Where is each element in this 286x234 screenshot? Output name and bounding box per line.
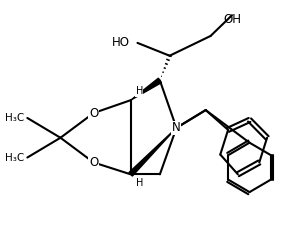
Text: HO: HO [112, 37, 130, 49]
Text: N: N [172, 121, 181, 134]
Text: H₃C: H₃C [5, 113, 24, 123]
Text: O: O [89, 106, 98, 120]
Polygon shape [131, 78, 161, 100]
Text: O: O [89, 156, 98, 169]
Text: OH: OH [223, 13, 241, 26]
Text: H: H [136, 178, 143, 188]
Text: H: H [136, 86, 143, 96]
Text: H₃C: H₃C [5, 153, 24, 163]
Polygon shape [129, 128, 176, 176]
